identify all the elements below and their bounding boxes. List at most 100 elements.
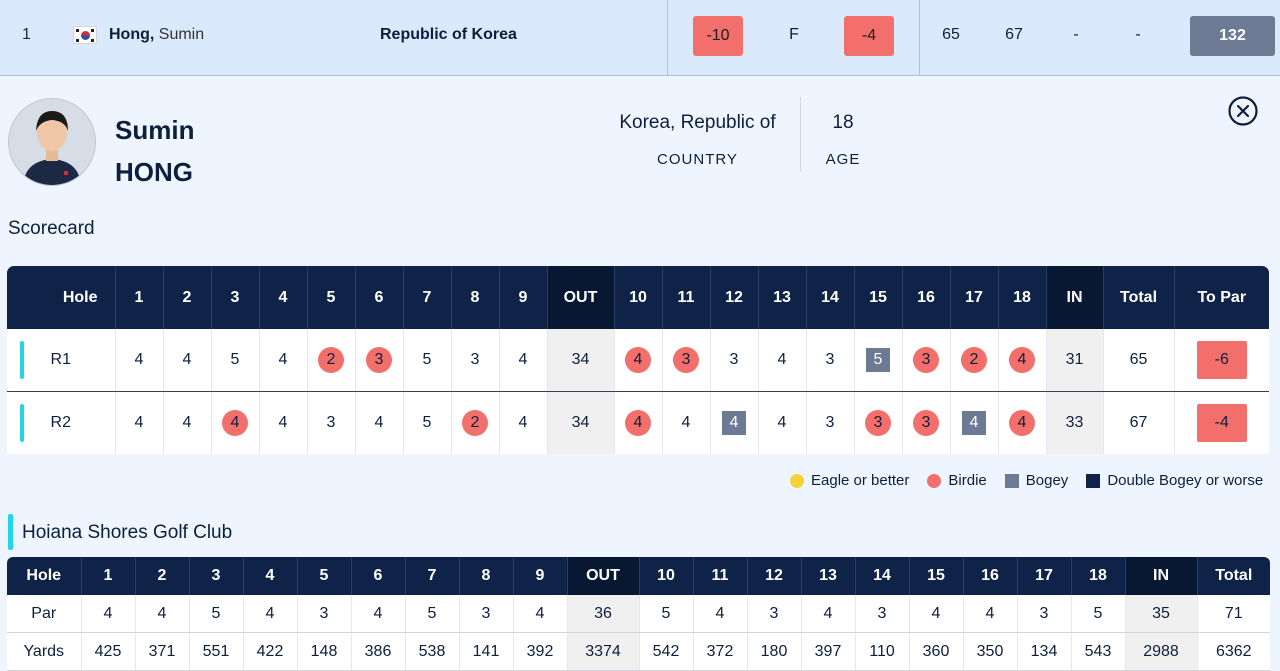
score-cell: 4 <box>114 329 163 392</box>
score-cell: 3 <box>450 329 499 392</box>
legend-swatch-icon <box>927 473 942 488</box>
scorecard-header-cell: 3 <box>210 266 259 329</box>
course-cell: 4 <box>80 595 135 633</box>
course-header-cell: 17 <box>1016 557 1071 595</box>
course-cell: 350 <box>962 632 1017 671</box>
course-cell: 5 <box>638 595 693 633</box>
score-cell: 4 <box>709 391 758 454</box>
birdie-score: 3 <box>673 347 699 373</box>
legend-label: Birdie <box>948 472 987 489</box>
scorecard-header-cell: Hole <box>7 266 115 329</box>
player-last-name-heading: HONG <box>115 157 193 187</box>
course-cell: 4 <box>134 595 189 633</box>
score-cell: 2 <box>949 329 998 392</box>
round-label-text: R1 <box>50 351 71 368</box>
leaderboard-row[interactable]: 1 Hong, Sumin Republic of Korea -10 F -4… <box>0 0 1280 76</box>
course-cell: 6362 <box>1196 632 1270 671</box>
player-name[interactable]: Hong, Sumin <box>109 26 204 44</box>
course-cell: 538 <box>404 632 459 671</box>
course-cell: 141 <box>458 632 513 671</box>
accent-bar <box>8 514 13 550</box>
round-3-score: - <box>1073 26 1079 43</box>
scorecard-header-cell: 16 <box>901 266 950 329</box>
score-cell: 31 <box>1045 329 1103 392</box>
legend-item: Bogey <box>1004 472 1068 489</box>
scorecard-header-cell: 4 <box>258 266 307 329</box>
legend-item: Double Bogey or worse <box>1086 472 1263 489</box>
birdie-score: 4 <box>625 410 651 436</box>
score-cell: 4 <box>613 329 662 392</box>
round-label: R2 <box>7 391 115 454</box>
course-cell: 422 <box>242 632 297 671</box>
course-cell: 134 <box>1016 632 1071 671</box>
score-cell: 34 <box>546 391 614 454</box>
score-cell: 5 <box>210 329 259 392</box>
score-cell: 3 <box>661 329 710 392</box>
scorecard-title: Scorecard <box>8 218 95 239</box>
course-cell: 36 <box>566 595 639 633</box>
birdie-score: 4 <box>222 410 248 436</box>
score-cell: 4 <box>997 329 1046 392</box>
score-cell: 2 <box>306 329 355 392</box>
course-cell: 360 <box>908 632 963 671</box>
course-cell: 4 <box>350 595 405 633</box>
round-4-score: - <box>1135 26 1141 43</box>
score-cell: 3 <box>901 329 950 392</box>
course-header-row: Hole 1 2 3 4 5 6 7 8 9 OUT 10 11 12 13 14 15 16 17 18 IN Tota… <box>7 557 1270 595</box>
score-value: 4 <box>134 414 144 431</box>
course-cell: 3 <box>1016 595 1071 633</box>
legend-label: Eagle or better <box>811 472 910 489</box>
score-cell: 4 <box>354 391 403 454</box>
course-cell: 542 <box>638 632 693 671</box>
score-value: 4 <box>777 414 787 431</box>
round-label: R1 <box>7 329 115 392</box>
score-value: 33 <box>1065 414 1084 431</box>
country-value: Korea, Republic of <box>619 112 776 133</box>
course-cell: 5 <box>404 595 459 633</box>
today-badge: -4 <box>844 16 894 56</box>
course-header-cell: 18 <box>1070 557 1125 595</box>
legend-swatch-icon <box>1086 473 1101 488</box>
scorecard-header-cell: 8 <box>450 266 499 329</box>
scorecard-header-cell: IN <box>1045 266 1103 329</box>
bogey-score: 4 <box>962 411 986 435</box>
score-cell: 5 <box>402 329 451 392</box>
course-cell: 3 <box>458 595 513 633</box>
close-icon[interactable] <box>1228 96 1258 126</box>
score-value: 3 <box>470 351 480 368</box>
score-cell: 4 <box>162 391 211 454</box>
divider <box>667 0 668 76</box>
korea-flag-icon <box>73 26 97 44</box>
score-cell: 2 <box>450 391 499 454</box>
score-value: 5 <box>422 414 432 431</box>
divider <box>800 97 801 172</box>
round-label-text: R2 <box>50 414 71 431</box>
score-value: 3 <box>825 351 835 368</box>
course-cell: 4 <box>800 595 855 633</box>
score-value: 65 <box>1129 351 1148 368</box>
player-first-name-heading: Sumin <box>115 115 195 145</box>
course-header-cell: 10 <box>638 557 693 595</box>
course-header-cell: 9 <box>512 557 567 595</box>
player-country: Republic of Korea <box>380 26 517 43</box>
score-cell: 4 <box>498 329 547 392</box>
scorecard-header-cell: 1 <box>114 266 163 329</box>
birdie-score: 4 <box>1009 347 1035 373</box>
course-header-cell: 16 <box>962 557 1017 595</box>
course-header-cell: 14 <box>854 557 909 595</box>
course-header-cell: 11 <box>692 557 747 595</box>
course-cell: 4 <box>908 595 963 633</box>
score-cell: 4 <box>997 391 1046 454</box>
course-table: Hole 1 2 3 4 5 6 7 8 9 OUT 10 11 12 13 14 15 16 17 18 IN Tota… <box>7 557 1270 671</box>
scorecard-header-cell: 9 <box>498 266 547 329</box>
score-value: 5 <box>230 351 240 368</box>
country-label: COUNTRY <box>657 151 738 168</box>
round-1-score: 65 <box>942 26 960 43</box>
player-first-name: Sumin <box>158 26 205 43</box>
course-cell: 180 <box>746 632 801 671</box>
score-cell: 4 <box>757 391 806 454</box>
course-cell: 35 <box>1124 595 1197 633</box>
score-cell: 4 <box>258 329 307 392</box>
to-par-badge: -10 <box>693 16 743 56</box>
legend-item: Eagle or better <box>790 472 909 489</box>
